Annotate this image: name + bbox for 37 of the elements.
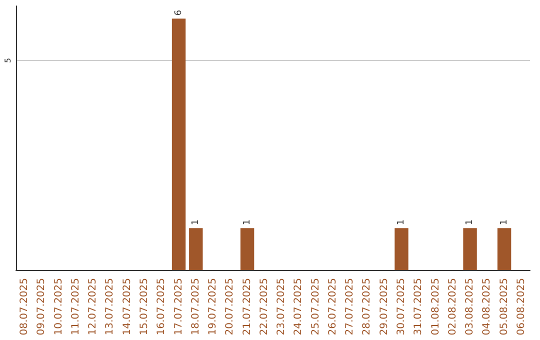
x-tick-label: 22.07.2025 — [258, 278, 270, 336]
x-tick-label: 06.08.2025 — [516, 278, 527, 336]
y-tick-label: 5 — [4, 58, 12, 64]
x-tick-label: 16.07.2025 — [156, 278, 168, 336]
data-label: 1 — [242, 219, 252, 226]
data-label: 6 — [174, 10, 184, 16]
x-tick-label: 15.07.2025 — [139, 278, 150, 336]
x-tick-label: 23.07.2025 — [276, 278, 288, 336]
data-label: 1 — [465, 219, 476, 226]
x-tick-label: 09.07.2025 — [36, 278, 48, 336]
x-tick-label: 13.07.2025 — [104, 278, 116, 336]
x-tick-label: 20.07.2025 — [224, 278, 236, 336]
x-tick-label: 18.07.2025 — [190, 278, 202, 336]
x-tick-label: 26.07.2025 — [327, 278, 338, 336]
x-tick-label: 14.07.2025 — [122, 278, 133, 336]
data-label: 1 — [396, 219, 406, 226]
x-tick-label: 03.08.2025 — [464, 278, 476, 336]
x-tick-label: 21.07.2025 — [242, 278, 253, 336]
x-tick-label: 05.08.2025 — [498, 278, 510, 336]
data-label: 1 — [499, 219, 510, 226]
x-tick-label: 02.08.2025 — [447, 278, 458, 336]
data-label: 1 — [190, 219, 201, 226]
x-tick-label: 24.07.2025 — [293, 278, 304, 336]
x-tick-label: 31.07.2025 — [413, 278, 424, 336]
x-tick-label: 04.08.2025 — [482, 278, 493, 336]
x-tick-label: 01.08.2025 — [430, 278, 442, 336]
x-tick-label: 08.07.2025 — [19, 278, 30, 336]
x-tick-label: 12.07.2025 — [88, 278, 99, 336]
x-tick-label: 10.07.2025 — [53, 278, 64, 336]
x-tick-label: 30.07.2025 — [396, 278, 407, 336]
x-tick-label: 29.07.2025 — [378, 278, 390, 336]
x-tick-label: 28.07.2025 — [362, 278, 373, 336]
x-tick-label: 25.07.2025 — [310, 278, 322, 336]
x-tick-label: 19.07.2025 — [208, 278, 219, 336]
x-tick-label: 27.07.2025 — [344, 278, 356, 336]
x-tick-label: 11.07.2025 — [70, 278, 82, 336]
x-tick-label: 17.07.2025 — [173, 278, 184, 336]
